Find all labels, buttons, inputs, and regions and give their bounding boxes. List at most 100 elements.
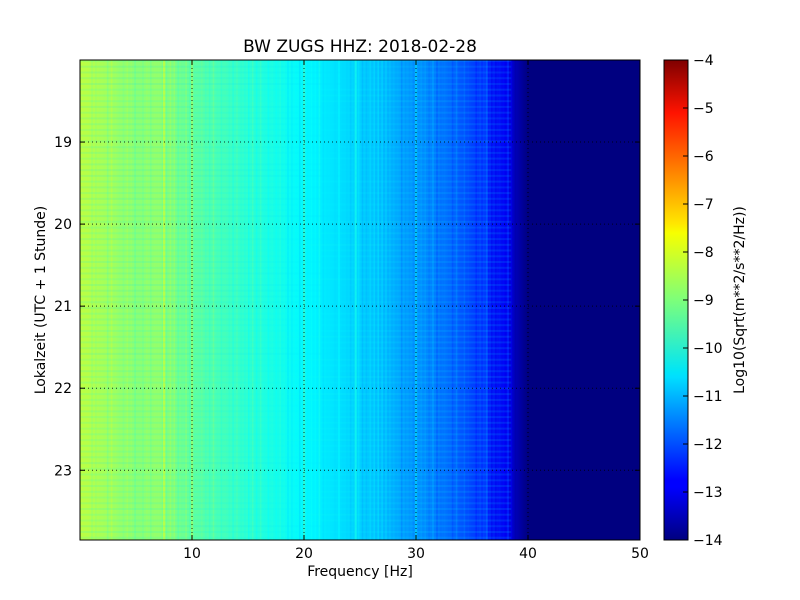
spectral-streak (181, 60, 183, 540)
time-band (80, 226, 512, 229)
time-band (80, 404, 512, 407)
time-band (80, 243, 512, 246)
colorbar-tick-label: −8 (693, 245, 714, 261)
spectral-streak (479, 60, 481, 540)
spectral-streak (220, 60, 223, 540)
y-tick-label: 19 (54, 135, 72, 151)
spectral-streak (314, 60, 317, 540)
time-band (80, 249, 512, 252)
time-band (80, 65, 512, 68)
spectral-streak (377, 60, 379, 540)
spectral-streak (177, 60, 179, 540)
time-band (80, 197, 512, 200)
time-band (80, 525, 512, 528)
y-axis-label: Lokalzeit (UTC + 1 Stunde) (33, 206, 49, 395)
time-band (80, 140, 512, 143)
time-band (80, 307, 512, 309)
spectral-streak (150, 60, 152, 540)
time-band (80, 456, 512, 459)
time-band (80, 100, 512, 103)
spectral-streak (495, 60, 497, 540)
spectral-streak (349, 60, 352, 540)
time-band (80, 123, 512, 126)
time-band (80, 312, 512, 315)
time-band (80, 134, 512, 137)
time-band (80, 341, 512, 344)
time-band (80, 439, 512, 442)
time-band (80, 192, 512, 195)
time-band (80, 485, 512, 487)
spectral-streak (91, 60, 93, 540)
time-band (80, 358, 512, 361)
spectral-streak (306, 60, 309, 540)
colorbar-tick-label: −4 (693, 53, 714, 69)
time-band (80, 347, 512, 350)
spectral-streak (275, 60, 277, 540)
time-band (80, 186, 512, 189)
spectral-streak (153, 60, 156, 540)
spectral-streak (138, 60, 140, 540)
time-band (80, 128, 512, 131)
colorbar-tick-label: −14 (693, 533, 723, 549)
spectral-streak (459, 60, 462, 540)
y-tick-label: 23 (54, 463, 72, 479)
spectral-streak (502, 60, 505, 540)
time-band (80, 169, 512, 172)
spectral-streak (173, 60, 176, 540)
time-band (80, 215, 512, 218)
spectral-streak (291, 60, 293, 540)
spectral-streak (373, 60, 375, 540)
spectral-streak (361, 60, 364, 540)
spectral-streak (408, 60, 411, 540)
time-band (80, 519, 512, 522)
time-band (80, 94, 512, 97)
time-band (80, 324, 512, 327)
x-tick-label: 50 (631, 546, 649, 562)
time-band (80, 266, 512, 269)
spectral-streak (216, 60, 219, 540)
spectral-streak (130, 60, 132, 540)
spectral-streak (114, 60, 117, 540)
spectral-streak (83, 60, 85, 540)
spectral-streak (103, 60, 105, 540)
colorbar-label: Log10(Sqrt(m**2/s**2/Hz)) (732, 206, 748, 394)
time-band (80, 220, 512, 223)
spectral-streak (447, 60, 450, 540)
time-band (80, 335, 512, 338)
time-band (80, 364, 512, 367)
x-axis-label: Frequency [Hz] (307, 564, 413, 580)
spectral-streak (491, 60, 493, 540)
spectral-streak (397, 60, 399, 540)
time-band (80, 393, 512, 396)
spectral-streak (271, 60, 274, 540)
time-band (80, 444, 512, 447)
spectral-streak (357, 60, 360, 540)
time-band (80, 496, 512, 499)
time-band (80, 318, 512, 321)
spectral-streak (510, 60, 513, 540)
time-band (80, 209, 512, 212)
x-axis: 10 20 30 40 50 (183, 60, 649, 562)
spectral-streak (455, 60, 458, 540)
time-band (80, 301, 512, 304)
time-band (80, 502, 512, 505)
spectral-streak (310, 60, 313, 540)
time-band (80, 370, 512, 373)
time-band (80, 272, 512, 275)
colorbar-tick-label: −7 (693, 197, 714, 213)
spectral-streak (412, 60, 415, 540)
spectral-streak (463, 60, 466, 540)
x-tick-label: 10 (183, 546, 201, 562)
spectral-streak (287, 60, 289, 540)
x-tick-label: 20 (295, 546, 313, 562)
spectral-streak (299, 60, 301, 540)
time-band (80, 71, 512, 74)
spectral-streak (87, 60, 89, 540)
strong-spectral-line (485, 60, 488, 540)
time-band (80, 508, 512, 510)
spectral-streak (255, 60, 258, 540)
time-band (80, 284, 512, 286)
colorbar-tick-label: −10 (693, 341, 723, 357)
spectral-streak (385, 60, 387, 540)
strong-spectral-line (163, 60, 166, 540)
